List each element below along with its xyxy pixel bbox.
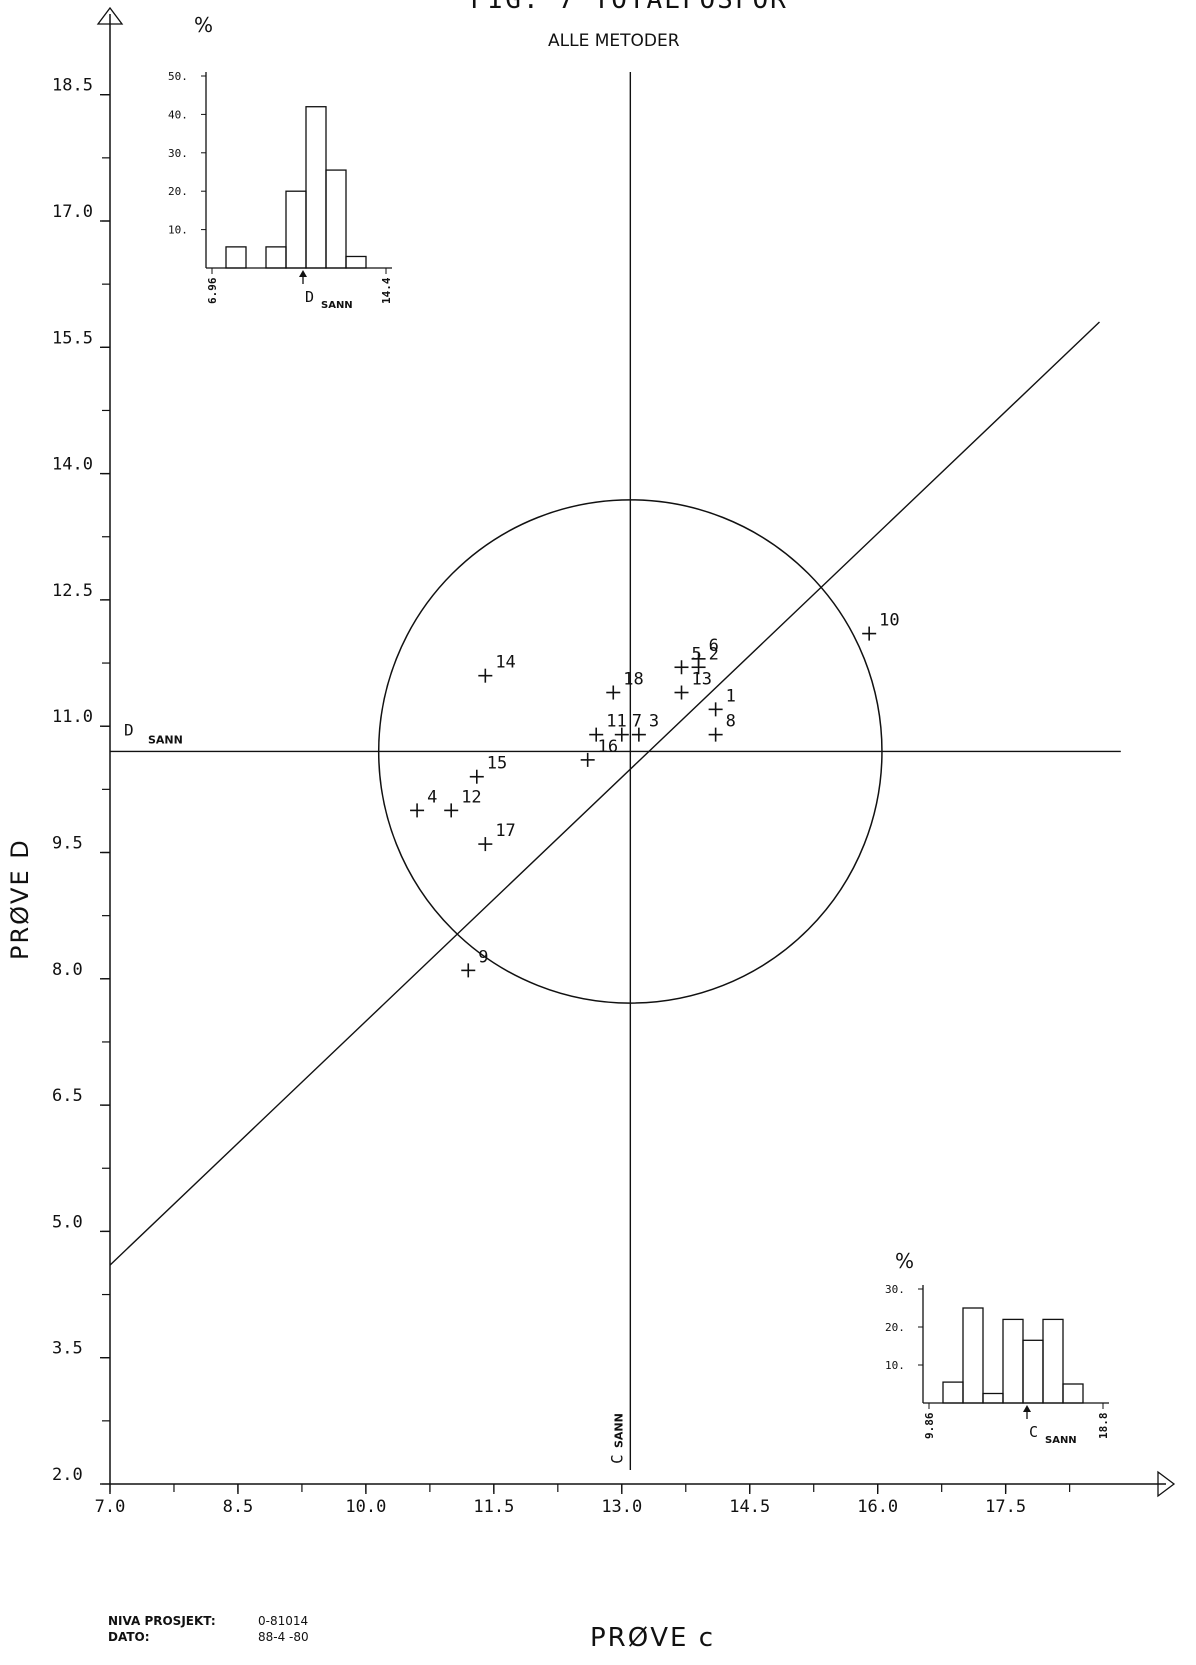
inset-bar (962, 1307, 984, 1404)
data-point-label: 12 (461, 787, 481, 807)
x-tick-label: 11.5 (473, 1497, 514, 1517)
data-point-label: 8 (726, 712, 736, 732)
inset-x-tick-label: 18.8 (1097, 1413, 1110, 1440)
footer-project-label: NIVA PROSJEKT: (108, 1614, 216, 1628)
y-tick-label: 6.5 (52, 1086, 83, 1106)
x-tick-label: 10.0 (345, 1497, 386, 1517)
x-axis-label: PRØVE c (590, 1623, 715, 1653)
inset-y-tick-label: 50. (168, 70, 188, 83)
y-tick-label: 5.0 (52, 1212, 83, 1232)
y-tick-label: 2.0 (52, 1465, 83, 1485)
inset-y-tick-label: 30. (168, 147, 188, 160)
y-tick-label: 9.5 (52, 834, 83, 854)
y-tick-label: 8.0 (52, 960, 83, 980)
c-sann-label: C (607, 1454, 626, 1464)
inset-x-tick-label: 6.96 (206, 277, 219, 304)
inset-y-label: % (194, 13, 213, 37)
inset-marker-arrow (1023, 1405, 1031, 1412)
inset-y-tick-label: 20. (168, 185, 188, 198)
y-tick-label: 12.5 (52, 581, 93, 601)
data-point-label: 3 (649, 712, 659, 732)
x-tick-label: 8.5 (223, 1497, 254, 1517)
inset-bar (942, 1381, 964, 1404)
inset-marker-label: D (305, 288, 314, 306)
tolerance-circle (377, 499, 883, 1004)
inset-x-tick-label: 14.4 (380, 277, 393, 304)
data-point-label: 15 (487, 754, 507, 774)
inset-bar (1042, 1318, 1064, 1404)
data-point-label: 17 (495, 821, 515, 841)
inset-bar (265, 246, 287, 269)
data-point-label: 14 (495, 653, 515, 673)
y-tick-label: 15.5 (52, 328, 93, 348)
c-sann-label-sub: SANN (612, 1413, 625, 1448)
data-point-label: 1 (726, 686, 736, 706)
inset-bar (305, 106, 327, 269)
inset-x-tick-label: 9.86 (923, 1412, 936, 1439)
y-tick-label: 14.0 (52, 455, 93, 475)
d-sann-label: D (124, 720, 134, 739)
x-axis-arrow (1157, 1470, 1176, 1498)
data-point-label: 13 (692, 670, 712, 690)
inset-histogram-d: 10. 20. 30. 40. 50.% 6.96 14.4 D SANN (168, 13, 393, 311)
data-point-label: 18 (623, 670, 643, 690)
data-point-label: 2 (709, 644, 719, 664)
inset-bar (1062, 1383, 1084, 1404)
data-point-label: 4 (427, 787, 437, 807)
inset-bar (285, 190, 307, 269)
data-point-label: 7 (632, 712, 642, 732)
x-tick-label: 13.0 (601, 1497, 642, 1517)
y-tick-label: 18.5 (52, 76, 93, 96)
y-axis-arrow (96, 6, 124, 25)
inset-marker-label-sub: SANN (1045, 1435, 1077, 1446)
data-point-label: 10 (879, 611, 899, 631)
x-tick-label: 7.0 (95, 1497, 126, 1517)
data-point-label: 9 (478, 947, 488, 967)
inset-histogram-c: 10. 20. 30.% 9.86 18.8 C SANN (885, 1249, 1110, 1446)
data-point-label: 16 (598, 737, 618, 757)
d-sann-label-sub: SANN (148, 733, 183, 746)
inset-y-tick-label: 20. (885, 1321, 905, 1334)
inset-bar (982, 1392, 1004, 1404)
diagonal-line (109, 321, 1100, 1266)
chart-title: FIG. 7 TOTALFOSFOR (470, 0, 788, 15)
inset-bar (1022, 1339, 1044, 1404)
footer-project-value: 0-81014 (258, 1614, 308, 1628)
inset-bar (225, 246, 247, 269)
y-tick-label: 17.0 (52, 202, 93, 222)
inset-marker-label: C (1029, 1423, 1038, 1441)
y-tick-label: 3.5 (52, 1339, 83, 1359)
inset-y-tick-label: 30. (885, 1283, 905, 1296)
main-plot-layer: 2.03.55.06.58.09.511.012.514.015.517.018… (52, 6, 1176, 1517)
y-tick-label: 11.0 (52, 707, 93, 727)
x-tick-label: 14.5 (729, 1497, 770, 1517)
data-point-label: 6 (709, 636, 719, 656)
inset-bar (1002, 1318, 1024, 1404)
chart-subtitle: ALLE METODER (548, 31, 680, 51)
x-tick-label: 17.5 (985, 1497, 1026, 1517)
inset-y-tick-label: 40. (168, 108, 188, 121)
inset-marker-arrow (299, 270, 307, 277)
footer-date-label: DATO: (108, 1630, 150, 1644)
inset-y-label: % (895, 1249, 914, 1273)
inset-y-tick-label: 10. (168, 224, 188, 237)
x-tick-label: 16.0 (857, 1497, 898, 1517)
inset-bar (345, 255, 367, 269)
data-point-label: 11 (606, 712, 626, 732)
data-point-label: 5 (692, 644, 702, 664)
inset-marker-label-sub: SANN (321, 300, 353, 311)
inset-bar (325, 169, 347, 269)
y-axis-label: PRØVE D (6, 838, 34, 960)
footer-date-value: 88-4 -80 (258, 1630, 309, 1644)
inset-y-tick-label: 10. (885, 1359, 905, 1372)
